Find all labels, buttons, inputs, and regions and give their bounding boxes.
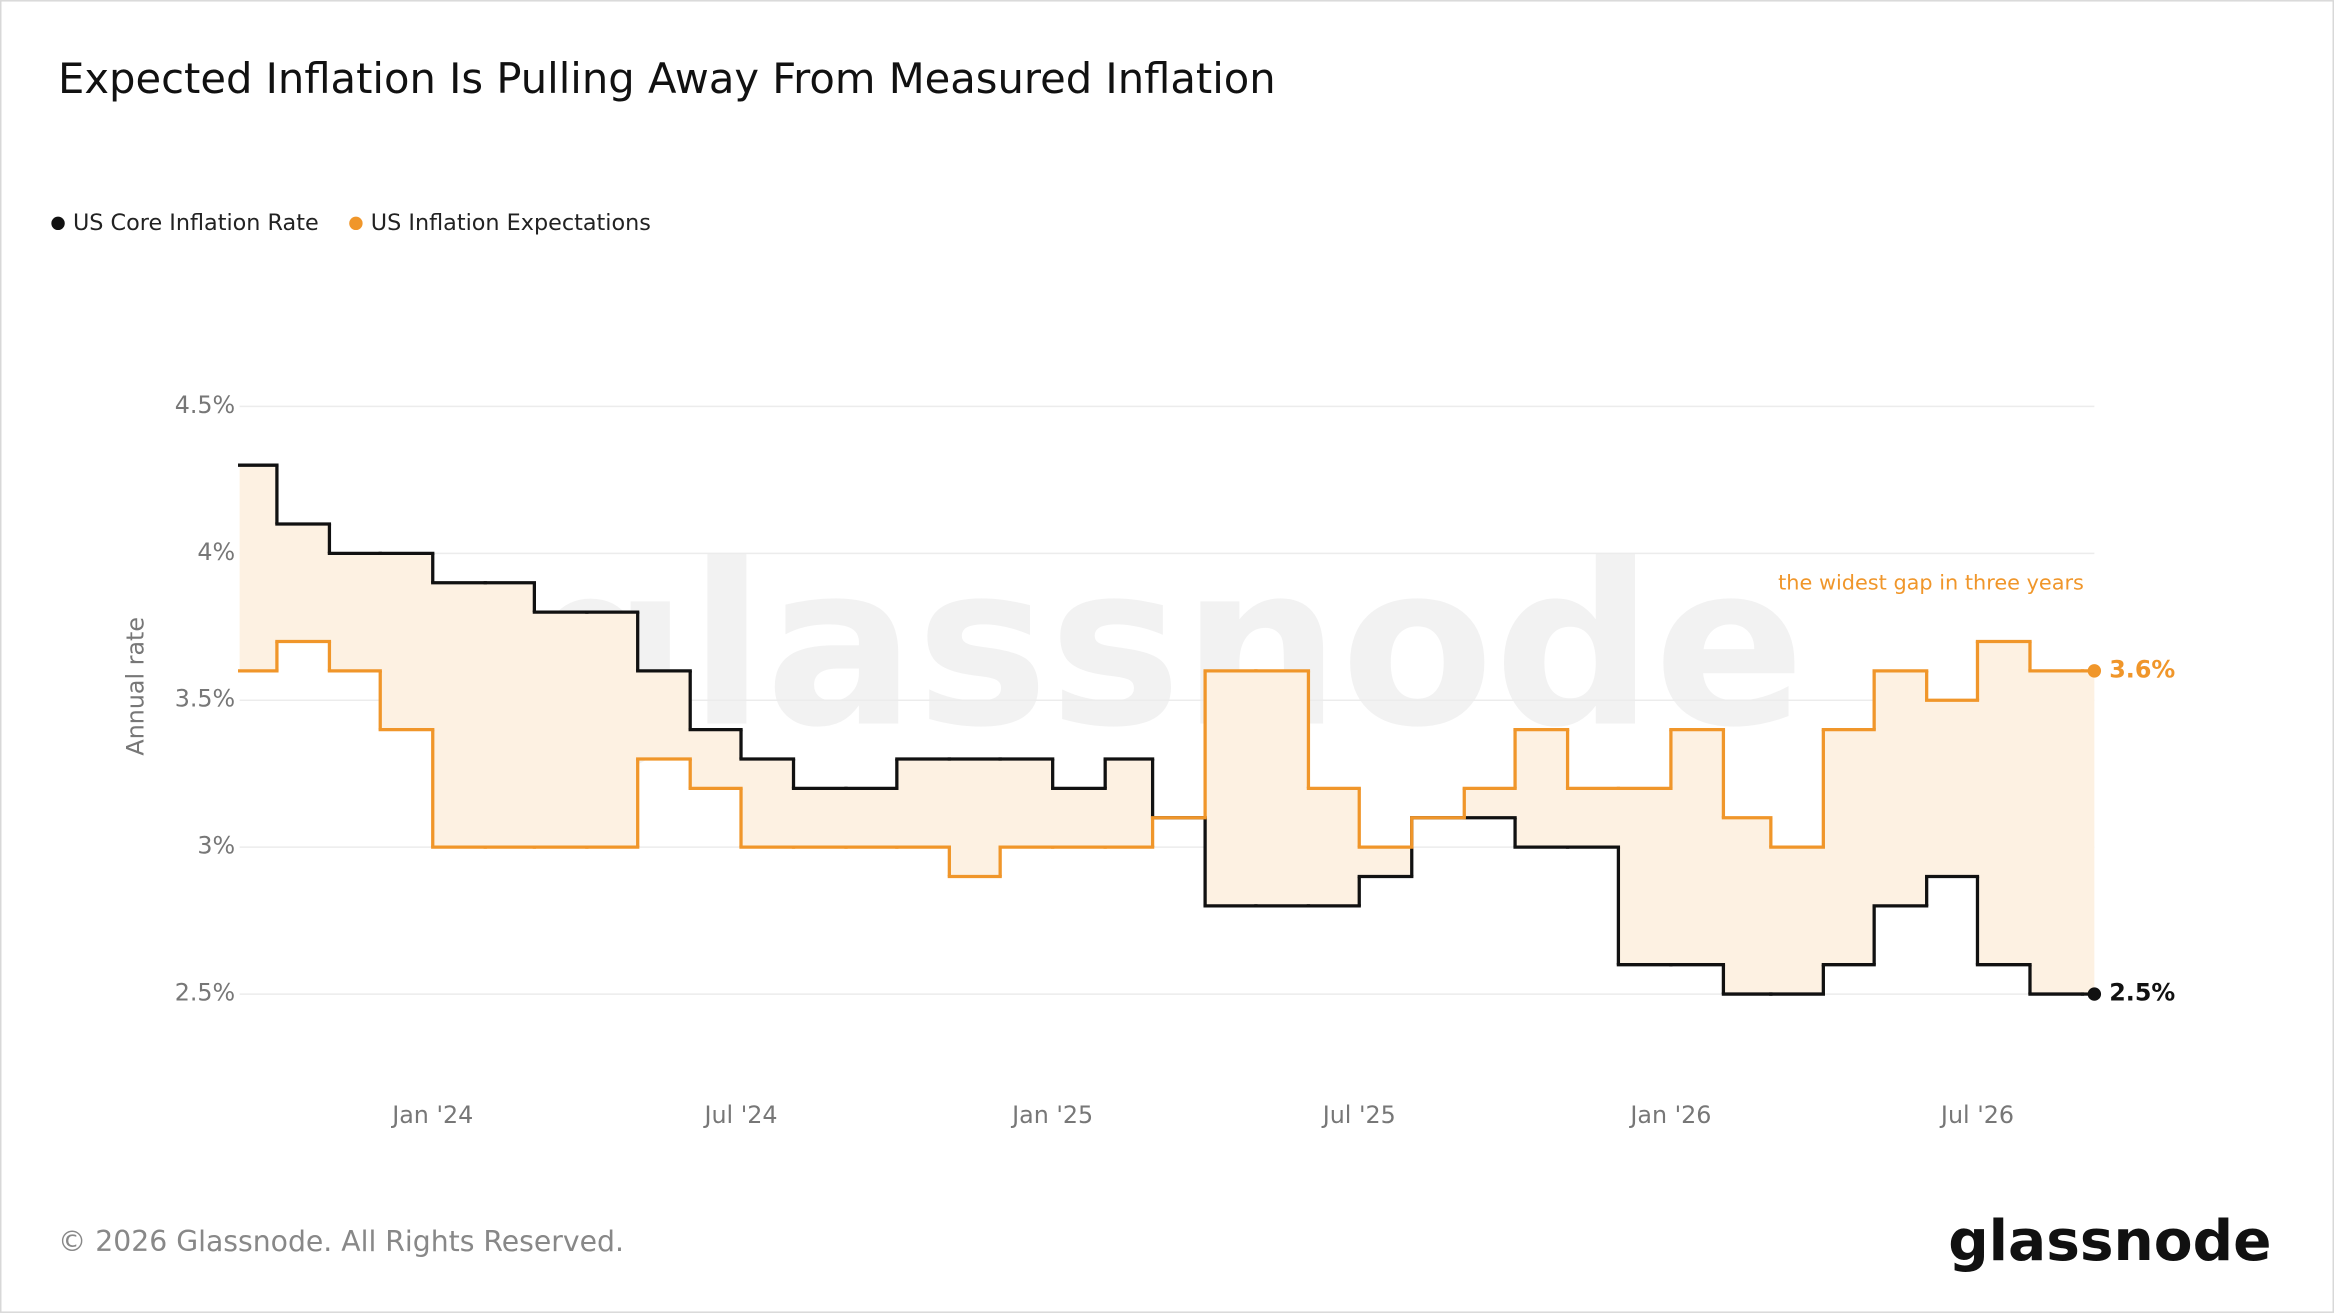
x-tick-label: Jan '24 bbox=[390, 1101, 473, 1129]
x-tick-label: Jan '25 bbox=[1010, 1101, 1093, 1129]
x-tick-label: Jan '26 bbox=[1628, 1101, 1711, 1129]
x-tick-label: Jul '24 bbox=[702, 1101, 777, 1129]
plot: 2.5% 3% 3.5% 4% 4.5% Jan '24 Jul '24 Jan '25 Jul… bbox=[51, 210, 2175, 1129]
brand-logo: glassnode bbox=[1948, 1208, 2271, 1274]
end-label: 3.6% bbox=[2109, 655, 2175, 683]
y-tick-label: 3.5% bbox=[175, 685, 235, 713]
x-tick-label: Jul '26 bbox=[1939, 1101, 2014, 1129]
legend-label: US Core Inflation Rate bbox=[73, 210, 319, 236]
x-tick-label: Jul '25 bbox=[1321, 1101, 1396, 1129]
legend-label: US Inflation Expectations bbox=[371, 210, 651, 236]
y-tick-label: 4.5% bbox=[175, 391, 235, 419]
gap-area bbox=[239, 465, 2095, 995]
legend-marker bbox=[349, 216, 363, 231]
end-point bbox=[2087, 664, 2102, 678]
y-tick-label: 2.5% bbox=[175, 979, 235, 1007]
y-axis-label: Annual rate bbox=[121, 617, 149, 756]
legend-marker bbox=[51, 216, 65, 231]
y-tick-label: 3% bbox=[197, 832, 235, 860]
end-point bbox=[2087, 987, 2102, 1001]
chart-title: Expected Inflation Is Pulling Away From … bbox=[58, 54, 1276, 103]
footer: © 2026 Glassnode. All Rights Reserved. bbox=[58, 1225, 624, 1258]
end-label: 2.5% bbox=[2109, 979, 2175, 1007]
y-tick-label: 4% bbox=[197, 538, 235, 566]
annotation: the widest gap in three years bbox=[1778, 571, 2084, 595]
